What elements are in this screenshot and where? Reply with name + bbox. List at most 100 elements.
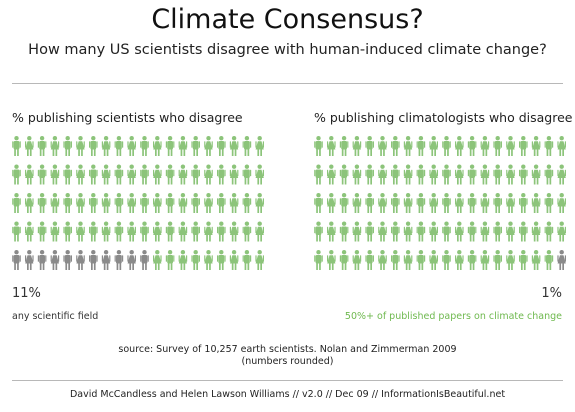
right-percentage: 1%: [541, 286, 562, 301]
climatologist-agree-icon: [455, 164, 464, 185]
scientist-agree-icon: [165, 250, 175, 270]
climatologist-agree-icon: [403, 136, 413, 156]
climatologist-agree-icon: [416, 221, 426, 242]
climatologist-agree-icon: [519, 136, 528, 156]
climatologist-agree-icon: [339, 193, 349, 213]
climatologist-agree-icon: [314, 221, 323, 242]
climatologist-agree-icon: [544, 164, 554, 185]
right-pictograph: [314, 136, 566, 270]
climatologist-agree-icon: [519, 250, 528, 270]
scientist-agree-icon: [37, 221, 47, 242]
scientist-agree-icon: [217, 164, 226, 185]
scientist-agree-icon: [242, 193, 252, 213]
scientist-agree-icon: [165, 221, 175, 242]
scientist-agree-icon: [255, 164, 264, 185]
climatologist-agree-icon: [365, 136, 374, 156]
climatologist-agree-icon: [339, 221, 349, 242]
scientist-agree-icon: [165, 164, 175, 185]
scientist-agree-icon: [63, 164, 72, 185]
climatologist-agree-icon: [519, 221, 528, 242]
climatologist-agree-icon: [557, 136, 566, 156]
climatologist-agree-icon: [519, 164, 528, 185]
right-panel-title: % publishing climatologists who disagree: [314, 110, 573, 125]
bottom-divider: [12, 380, 563, 381]
climatologist-disagree-icon: [557, 250, 566, 270]
scientist-agree-icon: [114, 193, 124, 213]
scientist-agree-icon: [204, 136, 213, 156]
scientist-agree-icon: [204, 221, 213, 242]
left-percentage: 11%: [12, 286, 41, 301]
climatologist-agree-icon: [467, 250, 477, 270]
scientist-agree-icon: [101, 221, 111, 242]
climatologist-agree-icon: [365, 250, 374, 270]
scientist-agree-icon: [178, 250, 188, 270]
left-note: any scientific field: [12, 311, 99, 322]
scientist-agree-icon: [101, 164, 111, 185]
climatologist-agree-icon: [455, 136, 464, 156]
climatologist-agree-icon: [480, 164, 490, 185]
climatologist-agree-icon: [506, 193, 515, 213]
scientist-agree-icon: [242, 250, 252, 270]
climatologist-agree-icon: [531, 250, 541, 270]
climatologist-agree-icon: [506, 221, 515, 242]
climatologist-agree-icon: [429, 193, 438, 213]
climatologist-agree-icon: [403, 221, 413, 242]
climatologist-agree-icon: [429, 164, 438, 185]
scientist-agree-icon: [114, 221, 124, 242]
chart-subtitle: How many US scientists disagree with hum…: [28, 42, 547, 58]
right-note: 50%+ of published papers on climate chan…: [344, 311, 562, 322]
scientist-agree-icon: [255, 193, 264, 213]
climatologist-agree-icon: [416, 164, 426, 185]
scientist-agree-icon: [76, 193, 85, 213]
climatologist-agree-icon: [403, 193, 413, 213]
scientist-agree-icon: [89, 164, 98, 185]
scientist-agree-icon: [229, 221, 239, 242]
scientist-agree-icon: [140, 164, 149, 185]
climatologist-agree-icon: [352, 136, 362, 156]
scientist-agree-icon: [217, 136, 226, 156]
climatologist-agree-icon: [378, 164, 387, 185]
climatologist-agree-icon: [480, 221, 490, 242]
climatologist-agree-icon: [531, 136, 541, 156]
scientist-agree-icon: [50, 136, 60, 156]
scientist-agree-icon: [191, 164, 200, 185]
climatologist-agree-icon: [378, 136, 387, 156]
scientist-agree-icon: [217, 250, 226, 270]
climatologist-agree-icon: [442, 164, 451, 185]
scientist-agree-icon: [191, 193, 200, 213]
climatologist-agree-icon: [403, 250, 413, 270]
climatologist-agree-icon: [378, 250, 387, 270]
climatologist-agree-icon: [493, 136, 502, 156]
scientist-agree-icon: [191, 136, 200, 156]
scientist-agree-icon: [165, 136, 175, 156]
scientist-disagree-icon: [127, 250, 136, 270]
scientist-agree-icon: [178, 164, 188, 185]
climatologist-agree-icon: [339, 136, 349, 156]
climatologist-agree-icon: [314, 193, 323, 213]
scientist-agree-icon: [229, 193, 239, 213]
scientist-agree-icon: [217, 221, 226, 242]
climatologist-agree-icon: [391, 193, 400, 213]
scientist-agree-icon: [127, 164, 136, 185]
source-rounding-note: (numbers rounded): [241, 356, 334, 367]
scientist-agree-icon: [114, 136, 124, 156]
climatologist-agree-icon: [429, 221, 438, 242]
scientist-agree-icon: [204, 193, 213, 213]
scientist-agree-icon: [204, 164, 213, 185]
climatologist-agree-icon: [416, 250, 426, 270]
scientist-disagree-icon: [37, 250, 47, 270]
scientist-agree-icon: [89, 221, 98, 242]
scientist-agree-icon: [25, 164, 34, 185]
climatologist-agree-icon: [442, 221, 451, 242]
climatologist-agree-icon: [365, 193, 374, 213]
climatologist-agree-icon: [339, 164, 349, 185]
climatologist-agree-icon: [391, 221, 400, 242]
climatologist-agree-icon: [480, 193, 490, 213]
scientist-agree-icon: [12, 136, 21, 156]
climatologist-agree-icon: [544, 250, 554, 270]
scientist-agree-icon: [165, 193, 175, 213]
scientist-agree-icon: [255, 250, 264, 270]
climatologist-agree-icon: [442, 193, 451, 213]
climatologist-agree-icon: [544, 221, 554, 242]
scientist-agree-icon: [63, 221, 72, 242]
